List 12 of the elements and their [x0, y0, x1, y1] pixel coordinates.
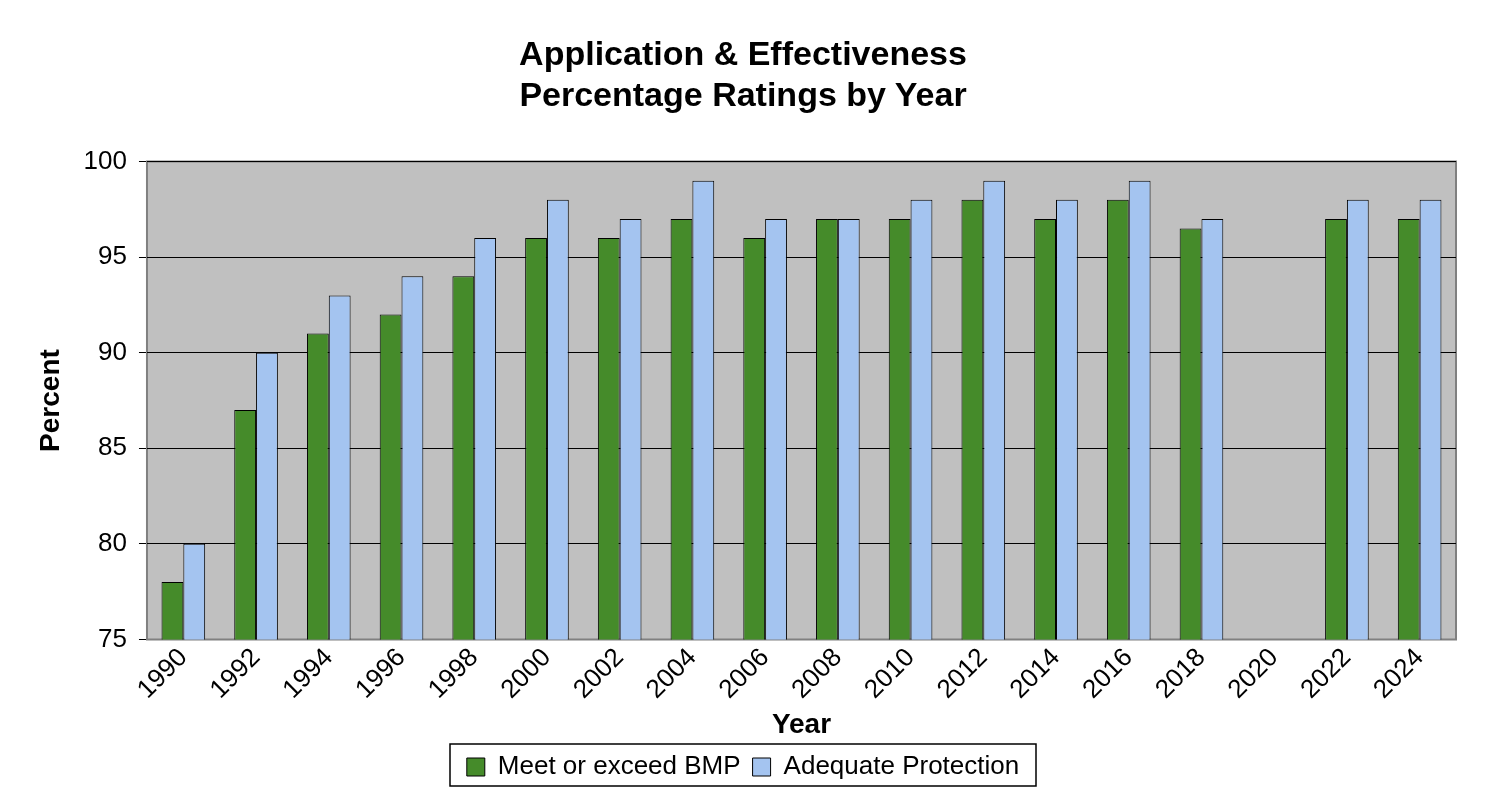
legend-label: Adequate Protection [783, 750, 1020, 781]
y-tick-label: 95 [98, 240, 127, 271]
y-tick-label: 85 [98, 431, 127, 462]
y-tick-label: 90 [98, 335, 127, 366]
text: Percentage Ratings by Year [519, 74, 967, 113]
y-tick-label: 80 [98, 527, 127, 558]
y-tick-label: 75 [98, 622, 127, 653]
y-axis-title: Percent [33, 349, 65, 452]
x-axis-title: Year [771, 707, 832, 739]
text: Application & Effectiveness [519, 33, 967, 72]
y-tick-label: 100 [83, 144, 127, 175]
legend-label: Meet or exceed BMP [497, 750, 741, 781]
